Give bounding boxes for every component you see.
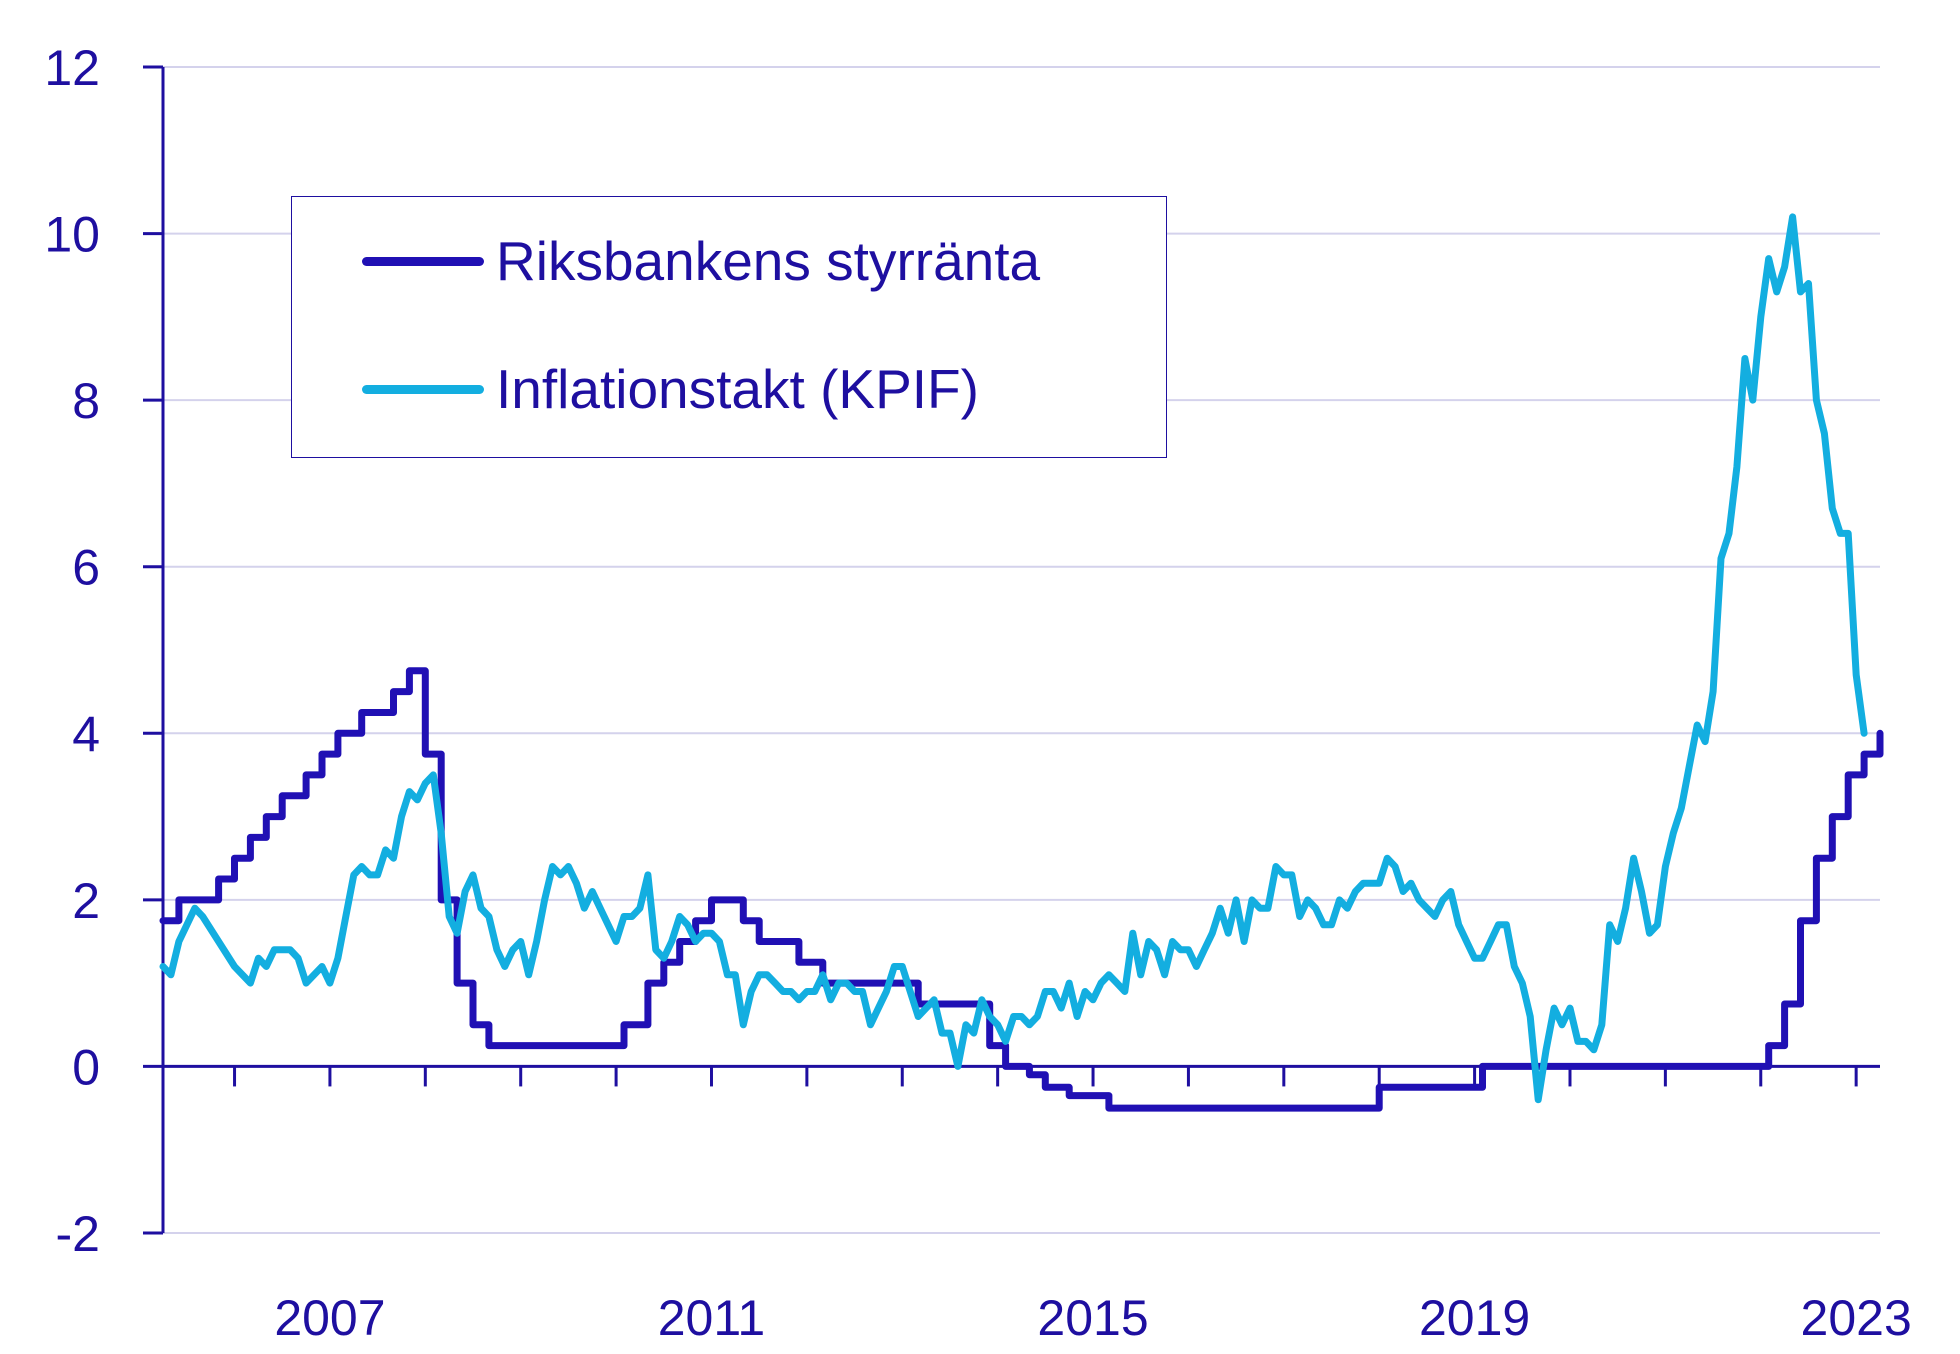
y-tick-label: 12 bbox=[44, 40, 100, 96]
legend: Riksbankens styrränta Inflationstakt (KP… bbox=[291, 196, 1167, 458]
y-tick-label: -2 bbox=[56, 1206, 100, 1262]
legend-item-policy-rate: Riksbankens styrränta bbox=[362, 230, 1041, 292]
x-tick-label: 2019 bbox=[1419, 1290, 1530, 1346]
series-line-0 bbox=[159, 667, 1884, 1112]
x-tick-label: 2007 bbox=[274, 1290, 385, 1346]
y-tick-label: 6 bbox=[72, 540, 100, 596]
x-tick-label: 2011 bbox=[658, 1290, 766, 1346]
x-tick-labels: 2007 2011 2015 2019 2023 bbox=[274, 1290, 1911, 1346]
series-lines bbox=[159, 213, 1884, 1112]
y-tick-label: 2 bbox=[72, 873, 100, 929]
legend-swatch-inflation bbox=[362, 384, 484, 394]
y-tick-label: 10 bbox=[44, 207, 100, 263]
x-tick-label: 2023 bbox=[1801, 1290, 1912, 1346]
y-tick-label: 4 bbox=[72, 706, 100, 762]
legend-swatch-policy-rate bbox=[362, 256, 484, 266]
legend-label-inflation: Inflationstakt (KPIF) bbox=[496, 358, 979, 420]
series-line-1 bbox=[159, 213, 1868, 1104]
y-tick-label: 0 bbox=[72, 1039, 100, 1095]
x-tick-label: 2015 bbox=[1037, 1290, 1148, 1346]
y-tick-label: 8 bbox=[72, 373, 100, 429]
legend-item-inflation: Inflationstakt (KPIF) bbox=[362, 358, 979, 420]
y-tick-labels: -2 0 2 4 6 8 10 12 bbox=[44, 40, 100, 1262]
legend-label-policy-rate: Riksbankens styrränta bbox=[496, 230, 1041, 292]
